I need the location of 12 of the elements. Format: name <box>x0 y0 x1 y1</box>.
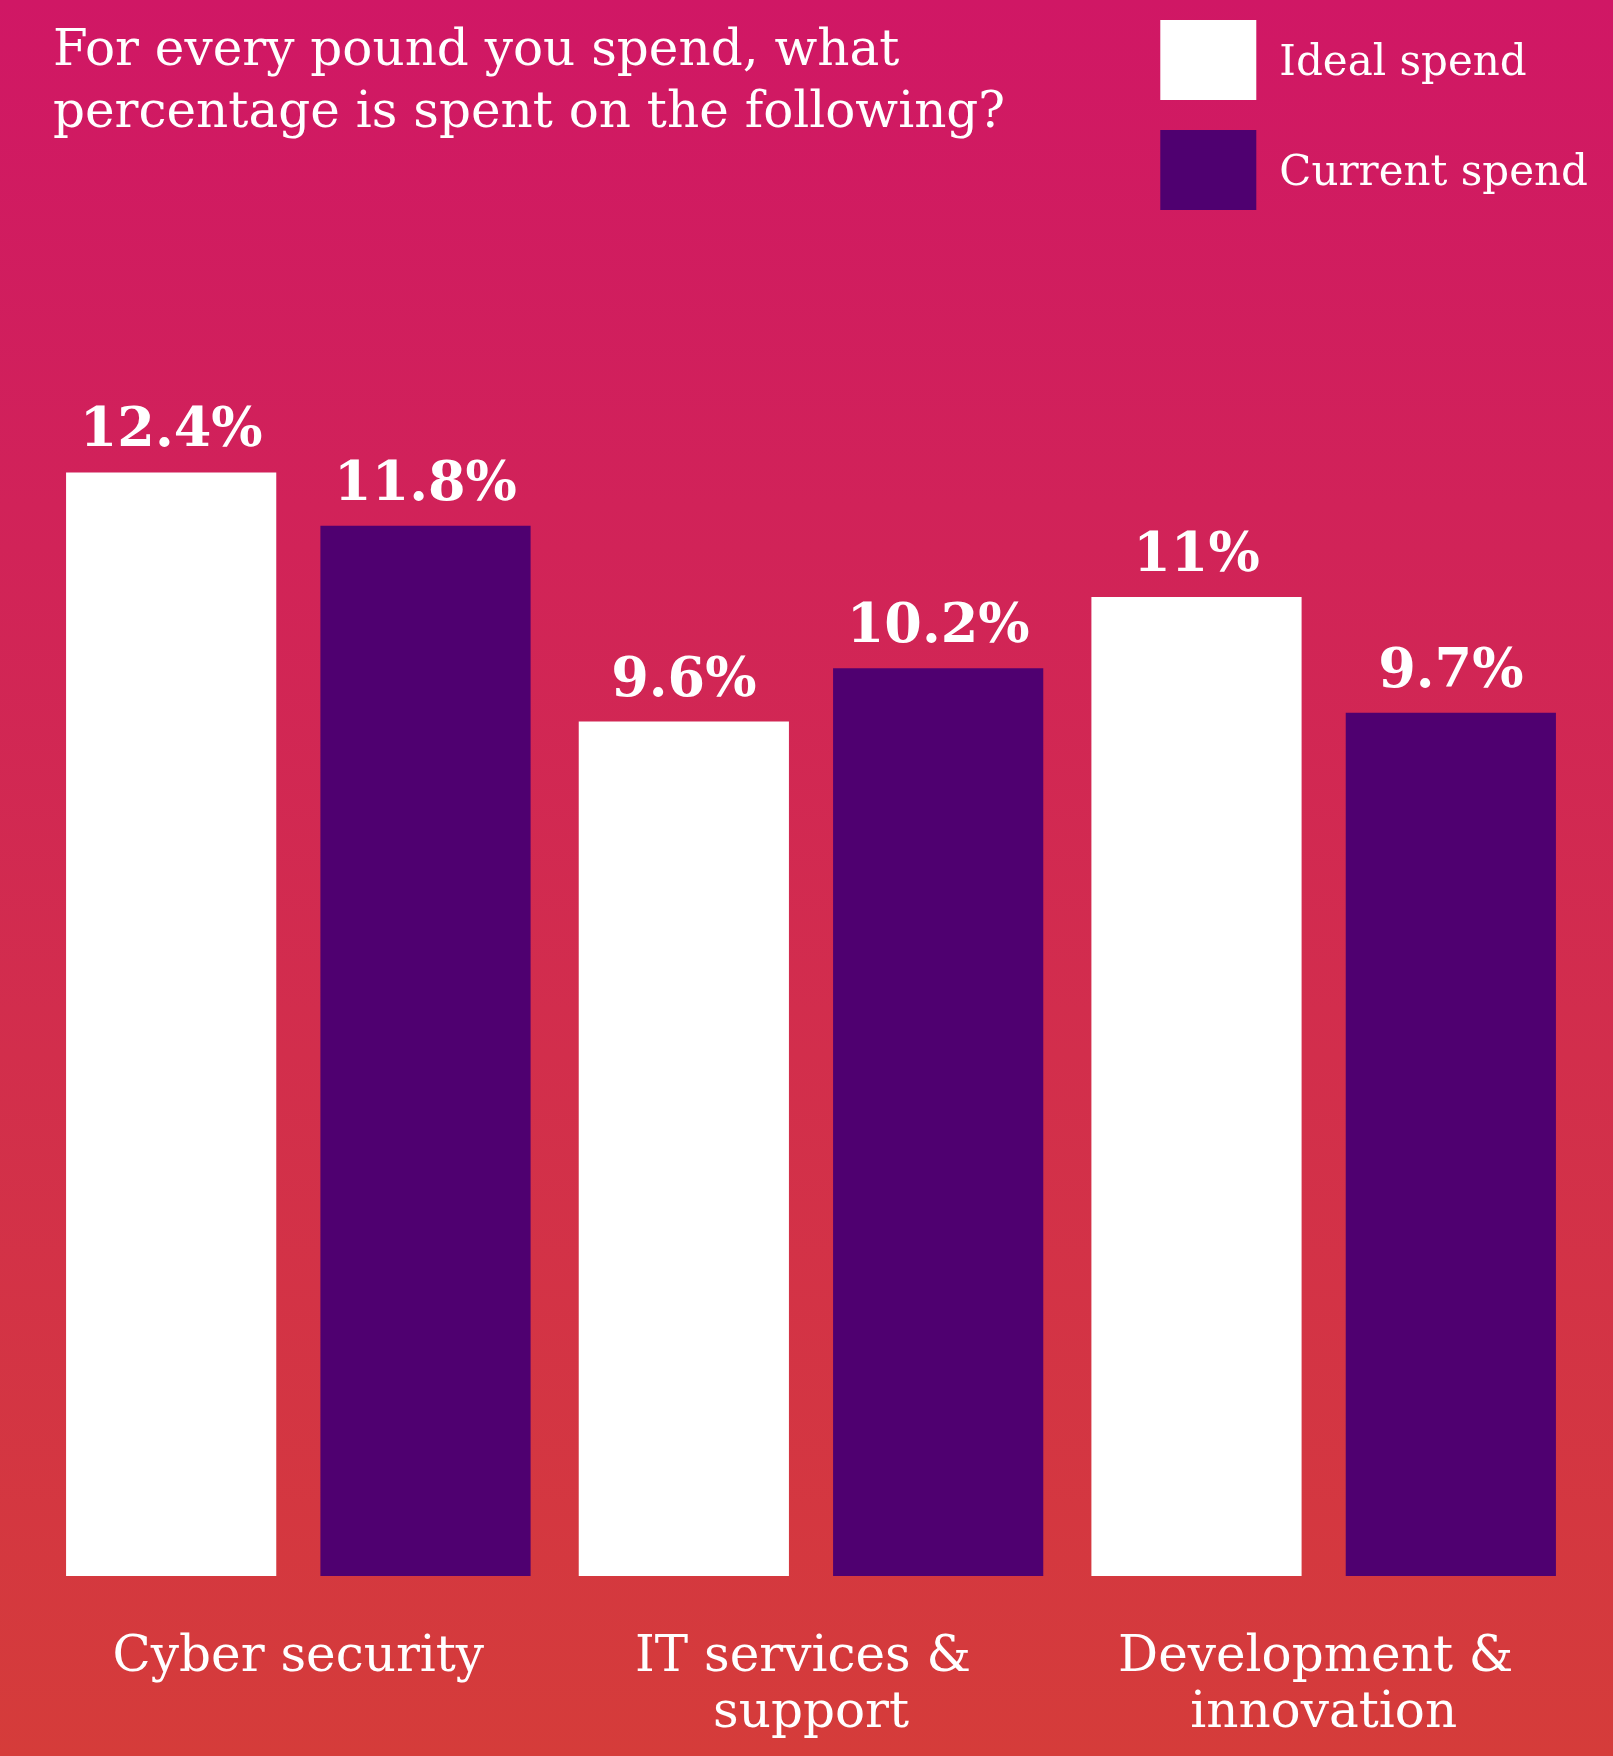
data-label: 9.7% <box>1378 635 1524 700</box>
x-tick-label: IT services & support <box>635 1625 987 1739</box>
x-tick-label: Cyber security <box>112 1625 485 1683</box>
data-label: 9.6% <box>611 644 757 709</box>
data-label: 10.2% <box>846 591 1030 656</box>
x-tick-label: Development & innovation <box>1118 1625 1530 1739</box>
data-label: 12.4% <box>79 395 263 460</box>
legend-label: Current spend <box>1279 145 1589 195</box>
data-label: 11.8% <box>334 448 517 513</box>
legend-label: Ideal spend <box>1279 35 1527 85</box>
chart-title: For every pound you spend, what percentage is spent on the following? <box>53 19 1006 139</box>
data-label: 11% <box>1133 520 1260 584</box>
